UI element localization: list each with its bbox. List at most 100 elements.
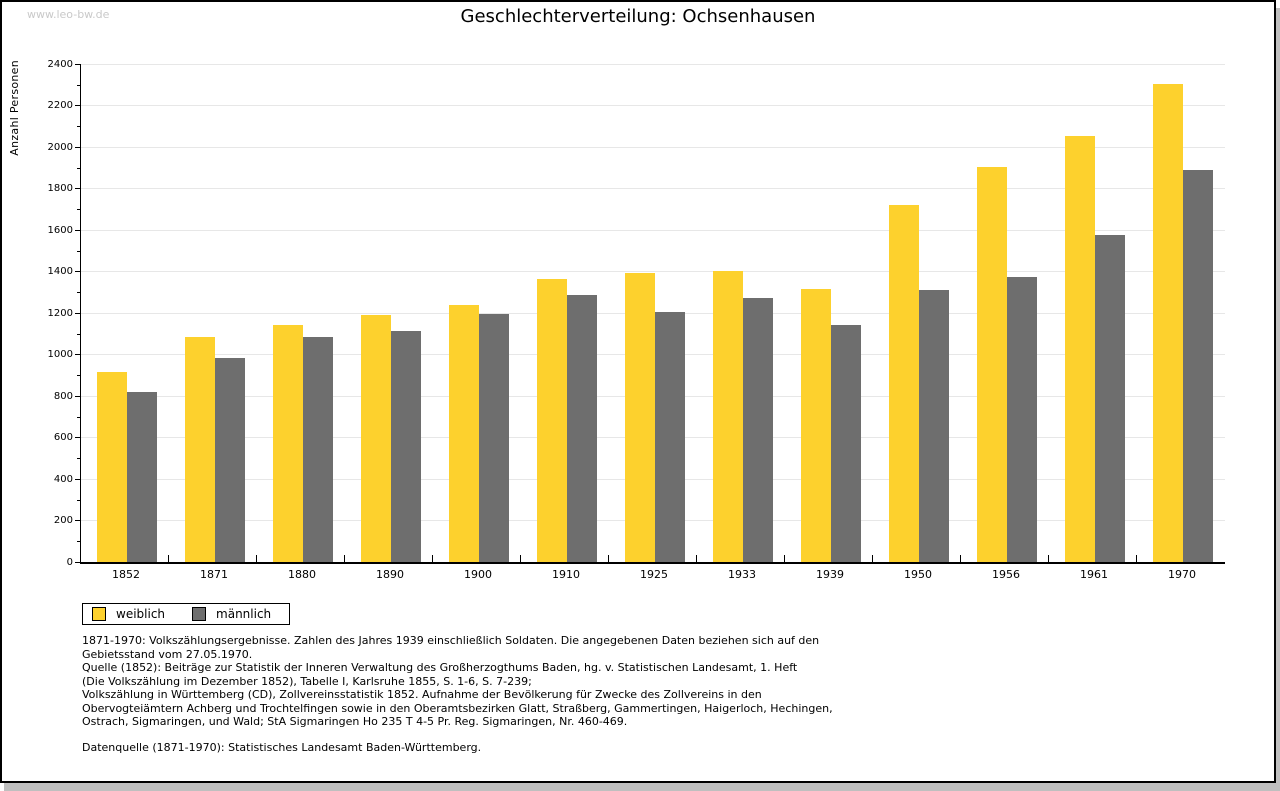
x-boundary-tick-2 [256,555,257,562]
footnotes: 1871-1970: Volkszählungsergebnisse. Zahl… [82,634,833,729]
x-tick-label-1852: 1852 [112,568,140,581]
x-tick-label-1939: 1939 [816,568,844,581]
y-major-tick-800 [75,396,80,397]
footnote-line-3: Quelle (1852): Beiträge zur Statistik de… [82,661,798,674]
y-minor-tick-1300 [77,292,80,293]
x-tick-label-1871: 1871 [200,568,228,581]
bar-weiblich-1910 [537,279,567,562]
y-tick-label-1000: 1000 [47,349,73,360]
y-major-tick-0 [75,562,80,563]
x-boundary-tick-6 [608,555,609,562]
bar-weiblich-1871 [185,337,215,562]
y-major-tick-1800 [75,188,80,189]
x-boundary-tick-3 [344,555,345,562]
y-major-tick-2000 [75,147,80,148]
gridline-1800 [81,188,1225,189]
y-major-tick-2200 [75,105,80,106]
bar-männlich-1871 [215,358,245,562]
y-minor-tick-300 [77,500,80,501]
x-boundary-tick-1 [168,555,169,562]
bar-weiblich-1852 [97,372,127,562]
x-tick-label-1970: 1970 [1168,568,1196,581]
bar-männlich-1852 [127,392,157,562]
bar-männlich-1880 [303,337,333,562]
x-tick-label-1880: 1880 [288,568,316,581]
gridline-2000 [81,147,1225,148]
x-boundary-tick-7 [696,555,697,562]
x-tick-label-1956: 1956 [992,568,1020,581]
x-tick-label-1933: 1933 [728,568,756,581]
x-boundary-tick-4 [432,555,433,562]
y-minor-tick-1500 [77,251,80,252]
y-major-tick-200 [75,520,80,521]
y-tick-label-0: 0 [66,557,73,568]
y-minor-tick-2100 [77,126,80,127]
x-tick-label-1900: 1900 [464,568,492,581]
footnote-line-5: Volkszählung in Württemberg (CD), Zollve… [82,688,762,701]
x-boundary-tick-12 [1136,555,1137,562]
y-tick-label-1800: 1800 [47,183,73,194]
footnote-line-1: 1871-1970: Volkszählungsergebnisse. Zahl… [82,634,820,647]
gridline-2200 [81,105,1225,106]
x-tick-label-1961: 1961 [1080,568,1108,581]
bar-männlich-1970 [1183,170,1213,562]
y-tick-label-600: 600 [53,432,73,443]
bar-männlich-1925 [655,312,685,562]
y-major-tick-400 [75,479,80,480]
chart-title: Geschlechterverteilung: Ochsenhausen [460,6,816,27]
y-major-tick-600 [75,437,80,438]
y-minor-tick-1900 [77,168,80,169]
y-tick-label-800: 800 [53,391,73,402]
bar-weiblich-1956 [977,167,1007,562]
bar-männlich-1890 [391,331,421,562]
legend-item-weiblich: weiblich [92,607,183,621]
legend-label-weiblich: weiblich [116,607,166,621]
bar-männlich-1939 [831,325,861,562]
y-major-tick-2400 [75,64,80,65]
footnote-line-2: Gebietsstand vom 27.05.1970. [82,647,253,661]
bar-weiblich-1970 [1153,84,1183,562]
bar-männlich-1933 [743,298,773,562]
y-minor-tick-700 [77,417,80,418]
bar-männlich-1910 [567,295,597,562]
y-tick-label-1400: 1400 [47,266,73,277]
x-boundary-tick-9 [872,555,873,562]
footnote-line-6: Obervogteiämtern Achberg und Trochtelfin… [82,701,833,715]
bar-weiblich-1950 [889,205,919,562]
legend-item-männlich: männlich [192,607,289,621]
x-tick-label-1890: 1890 [376,568,404,581]
y-tick-label-2200: 2200 [47,100,73,111]
x-boundary-tick-10 [960,555,961,562]
bar-weiblich-1961 [1065,136,1095,562]
footnote-line-7: Ostrach, Sigmaringen, und Wald; StA Sigm… [82,715,628,728]
x-boundary-tick-11 [1048,555,1049,562]
y-tick-label-400: 400 [53,474,73,485]
y-minor-tick-100 [77,541,80,542]
x-boundary-tick-8 [784,555,785,562]
bar-männlich-1961 [1095,235,1125,562]
bar-weiblich-1880 [273,325,303,562]
bar-weiblich-1925 [625,273,655,562]
y-minor-tick-1100 [77,334,80,335]
gridline-1600 [81,230,1225,231]
legend-swatch-männlich [192,607,207,621]
bar-chart: 0 200 400 600 800 1000 1200 1400 1600 1800 2000 220… [2,2,1280,602]
y-tick-label-2000: 2000 [47,142,73,153]
datasource-line: Datenquelle (1871-1970): Statistisches L… [82,741,482,754]
watermark: www.leo-bw.de [27,8,110,21]
plot-area [80,64,1225,564]
bar-männlich-1950 [919,290,949,562]
bar-männlich-1900 [479,314,509,562]
y-tick-label-1600: 1600 [47,225,73,236]
y-tick-label-2400: 2400 [47,59,73,70]
x-tick-label-1925: 1925 [640,568,668,581]
x-boundary-tick-5 [520,555,521,562]
legend: weiblich männlich [82,603,290,625]
gridline-1400 [81,271,1225,272]
bar-männlich-1956 [1007,277,1037,562]
bar-weiblich-1900 [449,305,479,562]
y-major-tick-1000 [75,354,80,355]
legend-label-männlich: männlich [216,607,272,621]
bar-weiblich-1933 [713,271,743,562]
y-major-tick-1200 [75,313,80,314]
